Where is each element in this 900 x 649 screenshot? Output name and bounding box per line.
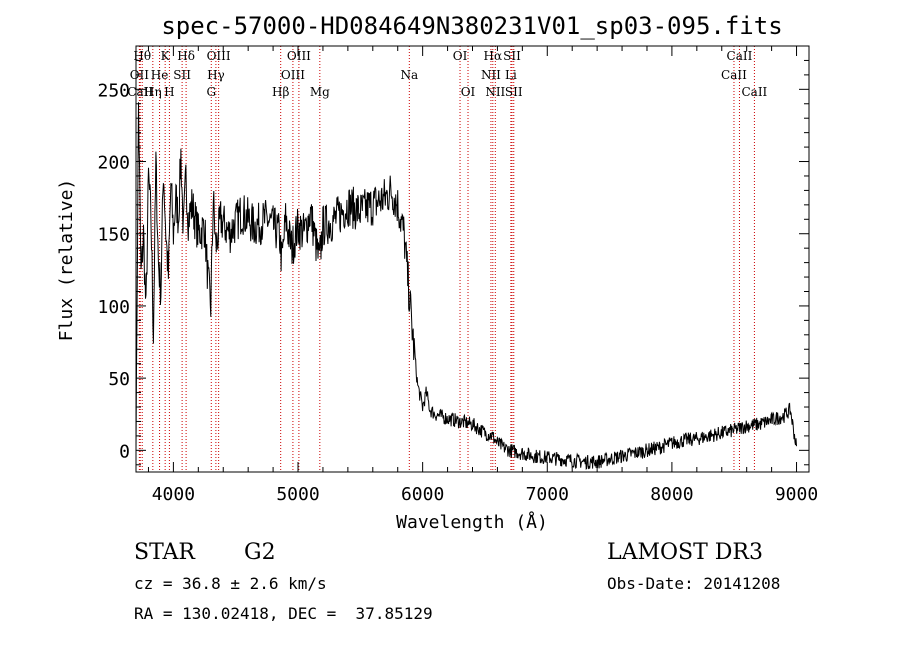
line-label-9: G: [206, 85, 216, 99]
y-tick-label-2: 100: [97, 297, 130, 318]
line-label-1: CaII: [127, 85, 153, 99]
chart-title: spec-57000-HD084649N380231V01_sp03-095.f…: [161, 12, 782, 40]
line-label-21: NII: [485, 85, 505, 99]
object-subclass: G2: [244, 540, 276, 565]
y-tick-label-0: 0: [119, 441, 130, 462]
observation-date: Obs-Date: 20141208: [607, 574, 781, 593]
line-label-25: CaII: [721, 68, 747, 82]
x-tick-label-2: 6000: [401, 484, 444, 505]
line-label-13: OIII: [281, 68, 305, 82]
line-label-26: CaII: [727, 49, 753, 63]
line-label-24: SII: [505, 85, 523, 99]
line-label-5: K: [161, 49, 171, 63]
line-label-17: OI: [453, 49, 468, 63]
coordinates: RA = 130.02418, DEC = 37.85129: [134, 604, 433, 623]
line-label-3: Hη: [144, 85, 162, 99]
emission-line-labels: OIICaIIHθHηHeKHSIIHδGHγOIIIHβOIIIOIIIMgN…: [127, 49, 767, 99]
line-label-7: SII: [173, 68, 191, 82]
y-tick-label-5: 250: [97, 80, 130, 101]
x-tick-label-4: 8000: [650, 484, 693, 505]
y-tick-label-3: 150: [97, 225, 130, 246]
line-label-27: CaII: [741, 85, 767, 99]
line-label-22: Li: [505, 68, 517, 82]
line-label-6: H: [164, 85, 174, 99]
line-label-15: Mg: [310, 85, 330, 99]
line-label-19: NII: [481, 68, 501, 82]
y-tick-label-1: 50: [108, 369, 130, 390]
x-axis-ticks: 4000 5000 6000 7000 8000 9000: [147, 46, 818, 505]
line-label-16: Na: [400, 68, 418, 82]
x-tick-label-1: 5000: [276, 484, 319, 505]
emission-line-markers: [138, 46, 755, 472]
line-label-4: He: [151, 68, 169, 82]
object-class: STAR: [134, 540, 195, 565]
line-label-2: Hθ: [133, 49, 151, 63]
redshift-cz: cz = 36.8 ± 2.6 km/s: [134, 574, 327, 593]
x-tick-label-0: 4000: [152, 484, 195, 505]
y-axis-ticks: 0 50 100 150 200 250: [97, 59, 809, 466]
line-label-18: OI: [461, 85, 476, 99]
y-axis-label: Flux (relative): [56, 179, 77, 342]
survey-name: LAMOST DR3: [607, 540, 763, 565]
x-tick-label-5: 9000: [775, 484, 818, 505]
line-label-14: OIII: [287, 49, 311, 63]
spectrum-series-line: [135, 102, 797, 470]
plot-frame: [135, 45, 810, 473]
line-label-20: Hα: [484, 49, 503, 63]
line-label-12: Hβ: [272, 85, 289, 99]
x-axis-label: Wavelength (Å): [396, 511, 548, 533]
line-label-8: Hδ: [177, 49, 195, 63]
line-label-10: Hγ: [207, 68, 225, 82]
line-label-11: OIII: [207, 49, 231, 63]
y-tick-label-4: 200: [97, 153, 130, 174]
x-tick-label-3: 7000: [526, 484, 569, 505]
line-label-23: SII: [503, 49, 521, 63]
